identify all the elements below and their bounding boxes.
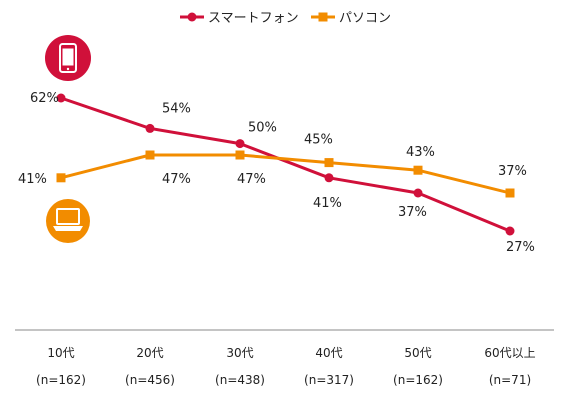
data-label-pc: 41% (18, 172, 47, 187)
data-point-smartphone (235, 139, 245, 149)
data-label-smartphone: 54% (162, 101, 191, 116)
category-label: 20代 (136, 346, 163, 360)
data-point-pc (324, 158, 334, 168)
laptop-screen (56, 208, 80, 225)
series-smartphone: 62% 54% 50% 41% 37% 27% (30, 91, 535, 255)
data-point-smartphone (413, 188, 423, 198)
laptop-badge-circle (46, 199, 90, 243)
data-label-smartphone: 37% (398, 205, 427, 220)
data-label-smartphone: 27% (506, 240, 535, 255)
category-label: 60代以上 (484, 346, 535, 360)
legend-marker-pc (318, 12, 328, 22)
legend-marker-smartphone (187, 12, 197, 22)
data-label-pc: 37% (498, 164, 527, 179)
data-point-pc (413, 165, 423, 175)
data-label-pc: 45% (304, 133, 333, 148)
smartphone-icon (45, 35, 91, 81)
data-point-smartphone (324, 173, 334, 183)
category-label: 50代 (404, 346, 431, 360)
legend-item-smartphone: スマートフォン (180, 11, 299, 26)
data-label-pc: 47% (237, 172, 266, 187)
data-point-pc (505, 188, 515, 198)
laptop-icon (46, 199, 90, 243)
data-label-pc: 47% (162, 172, 191, 187)
legend-item-pc: パソコン (311, 11, 391, 26)
smartphone-button (66, 67, 70, 71)
laptop-base (53, 226, 83, 231)
data-point-pc (145, 150, 155, 160)
series-layer: 62% 54% 50% 41% 37% 27% 41% 47% 47% 45% 43% 37% (18, 91, 535, 255)
series-pc: 41% 47% 47% 45% 43% 37% (18, 133, 527, 198)
data-point-smartphone (145, 123, 155, 133)
sample-size-label: (n=456) (125, 373, 175, 387)
category-label: 30代 (226, 346, 253, 360)
data-label-smartphone: 41% (313, 196, 342, 211)
data-point-pc (235, 150, 245, 160)
data-label-smartphone: 62% (30, 91, 59, 106)
data-label-smartphone: 50% (248, 121, 277, 136)
data-point-smartphone (505, 226, 515, 236)
data-point-pc (56, 173, 66, 183)
data-point-smartphone (56, 93, 66, 103)
series-line-pc (60, 153, 511, 195)
data-label-pc: 43% (406, 145, 435, 160)
sample-size-label: (n=162) (36, 373, 86, 387)
legend-label-pc: パソコン (339, 11, 391, 26)
sample-size-label: (n=438) (215, 373, 265, 387)
category-label: 10代 (47, 346, 74, 360)
category-label: 40代 (315, 346, 342, 360)
smartphone-screen (62, 48, 74, 66)
category-labels: 10代 (n=162) 20代 (n=456) 30代 (n=438) 40代 (n=317)… (36, 346, 536, 387)
sample-size-label: (n=317) (304, 373, 354, 387)
sample-size-label: (n=71) (489, 373, 531, 387)
series-line-smartphone (60, 96, 511, 233)
legend-label-smartphone: スマートフォン (208, 11, 299, 26)
legend: スマートフォン パソコン (180, 11, 391, 26)
sample-size-label: (n=162) (393, 373, 443, 387)
smartphone-body (59, 43, 77, 73)
